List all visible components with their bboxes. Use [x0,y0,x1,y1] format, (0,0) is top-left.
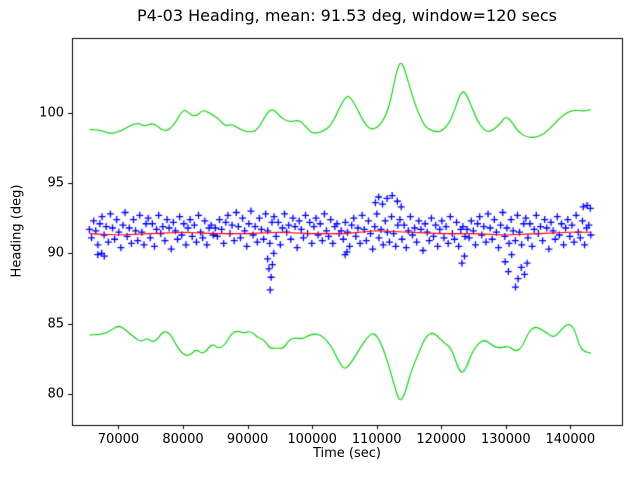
y-tick-label: 90 [47,245,64,261]
x-axis-label: Time (sec) [312,446,381,461]
y-axis-label: Heading (deg) [9,184,25,278]
x-tick-label: 120000 [416,432,467,447]
y-tick-label: 100 [39,105,64,121]
x-tick-label: 100000 [287,432,337,447]
y-tick-label: 95 [47,175,64,191]
x-tick-label: 110000 [351,432,402,447]
x-tick-label: 90000 [226,432,269,447]
x-tick-label: 130000 [480,432,531,447]
x-tick-label: 80000 [162,432,204,447]
x-tick-label: 70000 [97,432,140,447]
chart-title: P4-03 Heading, mean: 91.53 deg, window=1… [137,6,557,25]
y-tick-label: 85 [47,316,64,332]
x-tick-label: 140000 [545,432,596,447]
y-tick-label: 80 [47,386,64,402]
